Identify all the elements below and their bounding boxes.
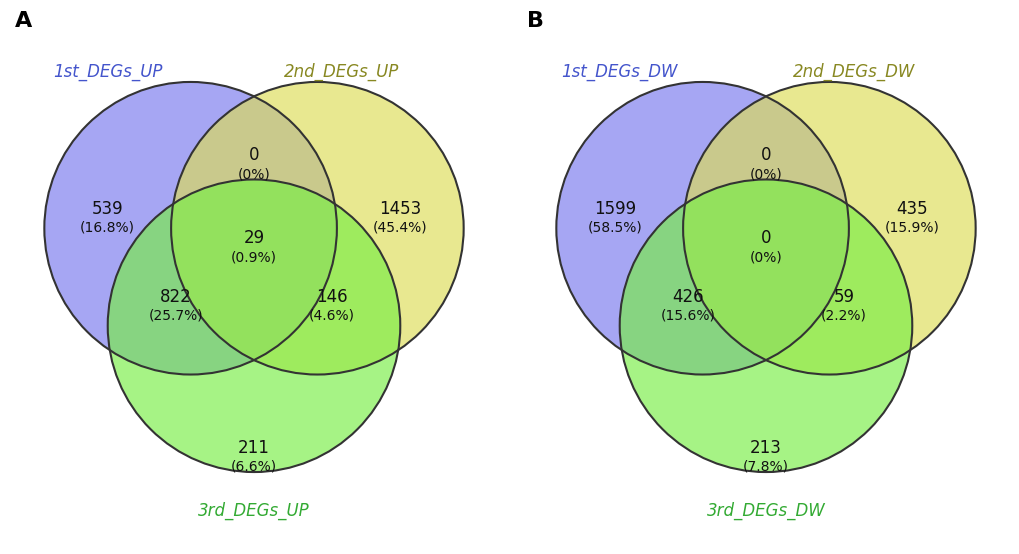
Text: 426: 426 <box>672 288 703 306</box>
Text: 3rd_DEGs_UP: 3rd_DEGs_UP <box>198 502 310 520</box>
Text: (7.8%): (7.8%) <box>742 460 789 474</box>
Text: 822: 822 <box>160 288 192 306</box>
Text: 1453: 1453 <box>379 200 421 218</box>
Text: 213: 213 <box>749 439 782 457</box>
Circle shape <box>171 82 464 375</box>
Text: 1st_DEGs_DW: 1st_DEGs_DW <box>560 63 678 81</box>
Text: B: B <box>527 11 543 31</box>
Text: 211: 211 <box>237 439 270 457</box>
Text: (0.9%): (0.9%) <box>230 250 277 264</box>
Text: (0%): (0%) <box>749 167 782 181</box>
Text: 0: 0 <box>249 146 259 165</box>
Text: 2nd_DEGs_UP: 2nd_DEGs_UP <box>284 63 399 81</box>
Circle shape <box>555 82 848 375</box>
Text: (25.7%): (25.7%) <box>149 309 203 322</box>
Text: (15.9%): (15.9%) <box>883 221 938 235</box>
Circle shape <box>44 82 336 375</box>
Text: 435: 435 <box>896 200 927 218</box>
Text: 0: 0 <box>760 229 770 248</box>
Text: (0%): (0%) <box>749 250 782 264</box>
Text: 3rd_DEGs_DW: 3rd_DEGs_DW <box>706 502 824 520</box>
Text: (45.4%): (45.4%) <box>373 221 427 235</box>
Text: (2.2%): (2.2%) <box>820 309 866 322</box>
Text: (6.6%): (6.6%) <box>230 460 277 474</box>
Text: (15.6%): (15.6%) <box>660 309 714 322</box>
Circle shape <box>683 82 975 375</box>
Circle shape <box>108 179 399 472</box>
Text: (16.8%): (16.8%) <box>81 221 136 235</box>
Text: (58.5%): (58.5%) <box>587 221 642 235</box>
Text: (4.6%): (4.6%) <box>309 309 355 322</box>
Text: 2nd_DEGs_DW: 2nd_DEGs_DW <box>792 63 914 81</box>
Text: 1st_DEGs_UP: 1st_DEGs_UP <box>53 63 162 81</box>
Text: 146: 146 <box>316 288 347 306</box>
Text: 0: 0 <box>760 146 770 165</box>
Text: 59: 59 <box>833 288 854 306</box>
Text: 1599: 1599 <box>593 200 635 218</box>
Circle shape <box>620 179 911 472</box>
Text: 539: 539 <box>92 200 123 218</box>
Text: (0%): (0%) <box>237 167 270 181</box>
Text: A: A <box>15 11 33 31</box>
Text: 29: 29 <box>244 229 264 248</box>
